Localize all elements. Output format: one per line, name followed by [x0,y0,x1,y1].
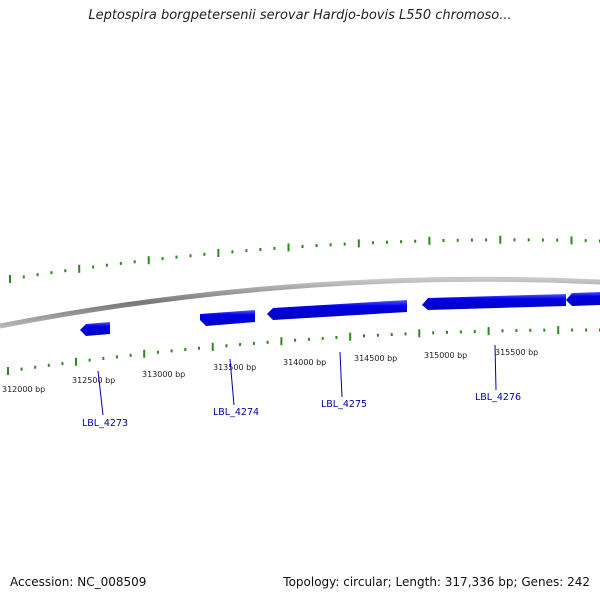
tick-label: 312000 bp [2,385,45,394]
tick-label: 313000 bp [142,370,185,379]
tick-label: 312500 bp [72,376,115,385]
inner-tick-ring [7,326,600,375]
gene-label-LBL_4275[interactable]: LBL_4275 [321,399,367,410]
gene-arrow-LBL_4274[interactable] [200,310,255,326]
gene-label-LBL_4276[interactable]: LBL_4276 [475,392,521,403]
leader-line-LBL_4275 [339,351,343,398]
gene-label-leaders [97,344,497,416]
leader-line-LBL_4273 [97,370,104,416]
gene-arrow-LBL_4276[interactable] [422,294,566,310]
accession-text: Accession: NC_008509 [10,575,147,589]
tick-label: 314500 bp [354,354,397,363]
gene-arrow-partial[interactable] [566,292,600,306]
gene-label-LBL_4274[interactable]: LBL_4274 [213,407,259,418]
tick-label: 313500 bp [213,363,256,372]
gene-arrow-LBL_4275[interactable] [267,300,407,320]
gene-arrow-LBL_4273[interactable] [80,322,110,336]
gene-label-LBL_4273[interactable]: LBL_4273 [82,418,128,429]
tick-label: 314000 bp [283,358,326,367]
leader-line-LBL_4276 [494,344,497,391]
position-tick-labels: 312000 bp 312500 bp 313000 bp 313500 bp … [2,348,538,394]
leader-line-LBL_4274 [229,358,235,406]
chromosome-title: Leptospira borgpetersenii serovar Hardjo… [88,8,512,23]
tick-label: 315000 bp [424,351,467,360]
gene-features [80,292,600,336]
outer-tick-ring [9,235,600,283]
genome-summary-text: Topology: circular; Length: 317,336 bp; … [283,575,590,589]
tick-label: 315500 bp [495,348,538,357]
chromosome-backbone [0,276,600,329]
gene-labels: LBL_4273 LBL_4274 LBL_4275 LBL_4276 [82,392,521,429]
